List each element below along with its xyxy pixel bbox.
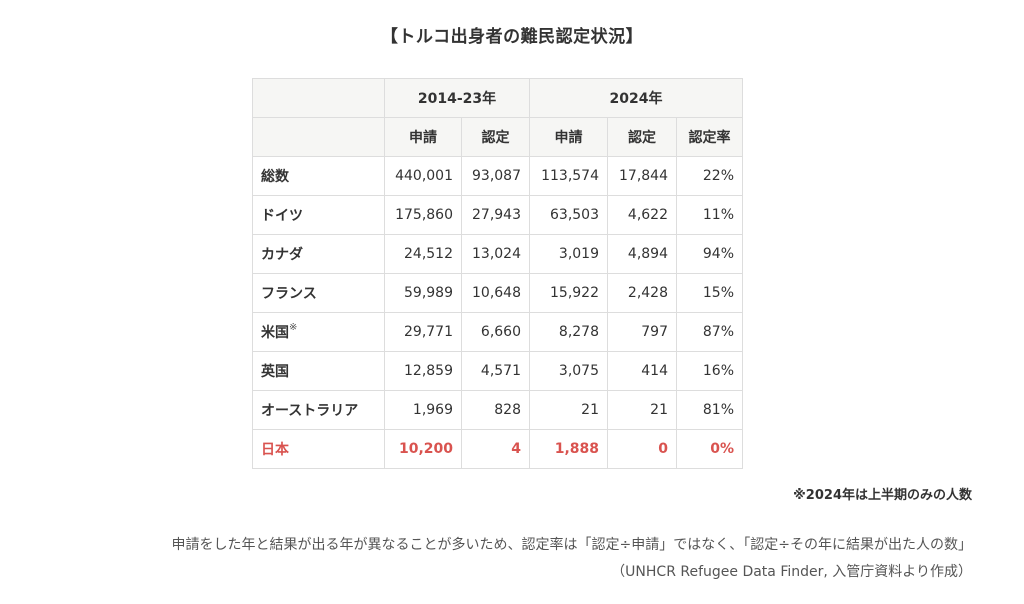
table-row: ドイツ 175,860 27,943 63,503 4,622 11% [252, 195, 743, 235]
country-name: フランス [261, 286, 317, 302]
period-header: 2014-23年 [384, 78, 530, 118]
table-row: カナダ 24,512 13,024 3,019 4,894 94% [252, 234, 743, 274]
table-cell: 440,001 [384, 156, 462, 196]
table-cell: 3,075 [529, 351, 608, 391]
source-citation: （UNHCR Refugee Data Finder, 入管庁資料より作成） [611, 564, 972, 580]
column-header: 認定 [461, 117, 530, 157]
row-label: ドイツ [252, 195, 385, 235]
table-cell: 63,503 [529, 195, 608, 235]
row-label: 日本 [252, 429, 385, 469]
row-label: カナダ [252, 234, 385, 274]
table-cell: 828 [461, 390, 530, 430]
table-cell: 15% [676, 273, 743, 313]
country-name: カナダ [261, 247, 303, 263]
table-cell: 21 [607, 390, 677, 430]
table-cell: 93,087 [461, 156, 530, 196]
table-row: オーストラリア 1,969 828 21 21 81% [252, 390, 743, 430]
table-row: 日本 10,200 4 1,888 0 0% [252, 429, 743, 469]
caption: 申請をした年と結果が出る年が異なることが多いため、認定率は「認定÷申請」ではなく… [171, 537, 972, 553]
table-cell: 1,888 [529, 429, 608, 469]
table-cell: 10,200 [384, 429, 462, 469]
table-cell: 0 [607, 429, 677, 469]
period-header: 2024年 [529, 78, 743, 118]
table-row: フランス 59,989 10,648 15,922 2,428 15% [252, 273, 743, 313]
table-cell: 4 [461, 429, 530, 469]
row-label: 米国※ [252, 312, 385, 352]
table-cell: 8,278 [529, 312, 608, 352]
column-header: 申請 [529, 117, 608, 157]
table-cell: 11% [676, 195, 743, 235]
table-cell: 797 [607, 312, 677, 352]
table-cell: 4,894 [607, 234, 677, 274]
table-cell: 12,859 [384, 351, 462, 391]
footnote-mark: ※ [289, 322, 298, 333]
column-header: 申請 [384, 117, 462, 157]
table-cell: 94% [676, 234, 743, 274]
refugee-recognition-table: 2014-23年 2024年 申請 認定 申請 認定 認定率 総数 440,001… [252, 78, 743, 469]
table-cell: 27,943 [461, 195, 530, 235]
table-cell: 113,574 [529, 156, 608, 196]
table-cell: 22% [676, 156, 743, 196]
footnote: ※2024年は上半期のみの人数 [793, 488, 972, 503]
column-header: 認定率 [676, 117, 743, 157]
row-label: フランス [252, 273, 385, 313]
table-cell: 3,019 [529, 234, 608, 274]
country-name: 英国 [261, 364, 289, 380]
country-name: 米国 [261, 325, 289, 341]
table-cell: 29,771 [384, 312, 462, 352]
corner-cell [252, 78, 385, 118]
table-cell: 81% [676, 390, 743, 430]
country-name: 総数 [261, 169, 289, 185]
table-cell: 16% [676, 351, 743, 391]
country-name: 日本 [261, 442, 289, 458]
table-cell: 2,428 [607, 273, 677, 313]
table-cell: 17,844 [607, 156, 677, 196]
table-cell: 4,622 [607, 195, 677, 235]
table-row: 総数 440,001 93,087 113,574 17,844 22% [252, 156, 743, 196]
table-cell: 15,922 [529, 273, 608, 313]
table-row: 英国 12,859 4,571 3,075 414 16% [252, 351, 743, 391]
row-label: 英国 [252, 351, 385, 391]
table-cell: 1,969 [384, 390, 462, 430]
table-cell: 6,660 [461, 312, 530, 352]
table-cell: 21 [529, 390, 608, 430]
table-cell: 4,571 [461, 351, 530, 391]
table-cell: 0% [676, 429, 743, 469]
table-row: 米国※ 29,771 6,660 8,278 797 87% [252, 312, 743, 352]
table-cell: 10,648 [461, 273, 530, 313]
row-label: 総数 [252, 156, 385, 196]
table-cell: 414 [607, 351, 677, 391]
country-name: ドイツ [261, 208, 303, 224]
table-cell: 24,512 [384, 234, 462, 274]
row-label: オーストラリア [252, 390, 385, 430]
column-header: 認定 [607, 117, 677, 157]
table-cell: 87% [676, 312, 743, 352]
table-cell: 175,860 [384, 195, 462, 235]
table-cell: 13,024 [461, 234, 530, 274]
page-title: 【トルコ出身者の難民認定状況】 [380, 27, 644, 47]
corner-cell [252, 117, 385, 157]
table-cell: 59,989 [384, 273, 462, 313]
country-name: オーストラリア [261, 403, 359, 419]
